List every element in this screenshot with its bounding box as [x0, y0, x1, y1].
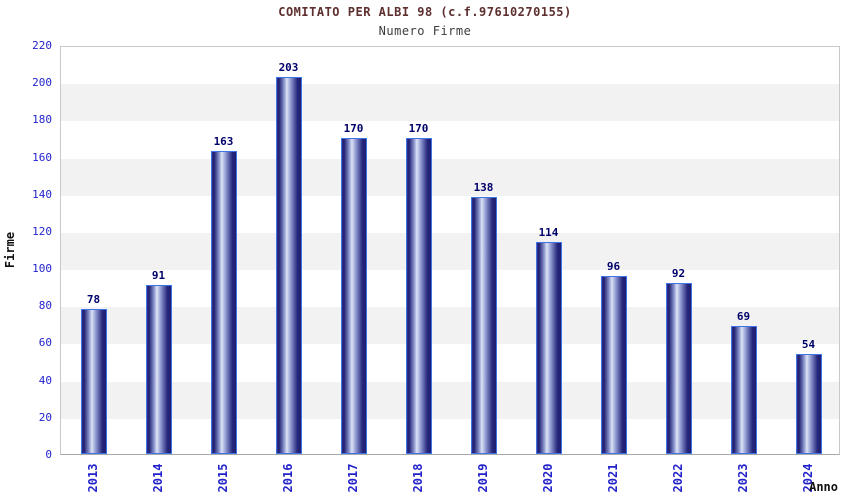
bar-2014 — [145, 284, 172, 454]
bar-2017 — [340, 137, 367, 454]
y-tick-label: 20 — [38, 410, 52, 424]
grid-band — [61, 84, 839, 122]
y-tick-label: 180 — [32, 113, 52, 127]
x-axis-title: Anno — [809, 480, 838, 494]
grid-band — [61, 196, 839, 233]
chart-subtitle: Numero Firme — [378, 24, 472, 38]
bar-value-label: 54 — [801, 337, 816, 351]
y-tick-label: 0 — [45, 448, 52, 461]
grid-band — [61, 121, 839, 158]
plot-area: 78 91 163 203 170 170 138 114 96 92 69 54 — [60, 46, 840, 455]
bar-value-label: 163 — [213, 134, 234, 148]
bar-value-label: 138 — [473, 181, 494, 195]
bar-value-label: 114 — [538, 226, 559, 240]
y-tick-label: 160 — [32, 150, 52, 164]
y-tick-label: 200 — [32, 76, 52, 90]
grid-band — [61, 158, 839, 196]
y-tick-label: 100 — [32, 262, 52, 276]
bar-2019 — [470, 197, 497, 454]
grid-band — [61, 381, 839, 419]
y-tick-label: 40 — [38, 373, 52, 387]
bar-2013 — [80, 309, 107, 454]
bar-2020 — [535, 242, 562, 454]
chart-title: COMITATO PER ALBI 98 (c.f.97610270155) — [278, 5, 572, 19]
grid-band — [61, 307, 839, 345]
bar-2016 — [275, 76, 302, 454]
bar-value-label: 170 — [343, 121, 364, 135]
bar-value-label: 96 — [606, 259, 621, 273]
y-tick-label: 120 — [32, 224, 52, 238]
grid-band — [61, 47, 839, 84]
y-tick-label: 220 — [32, 39, 52, 52]
bar-value-label: 92 — [671, 266, 686, 280]
y-tick-label: 80 — [38, 299, 52, 313]
bar-2018 — [405, 137, 432, 454]
bar-2022 — [665, 282, 692, 454]
y-tick-label: 140 — [32, 187, 52, 201]
bar-value-label: 170 — [408, 121, 429, 135]
bar-value-label: 91 — [151, 268, 166, 282]
bar-value-label: 203 — [278, 60, 299, 74]
bar-value-label: 69 — [736, 309, 751, 323]
bar-2015 — [210, 150, 237, 454]
grid-band — [61, 419, 839, 456]
grid-band — [61, 344, 839, 381]
bar-2024 — [795, 353, 822, 454]
bar-2021 — [600, 275, 627, 454]
bar-value-label: 78 — [86, 293, 101, 306]
bar-2023 — [730, 325, 757, 454]
grid-band — [61, 232, 839, 271]
y-tick-label: 60 — [38, 336, 52, 350]
